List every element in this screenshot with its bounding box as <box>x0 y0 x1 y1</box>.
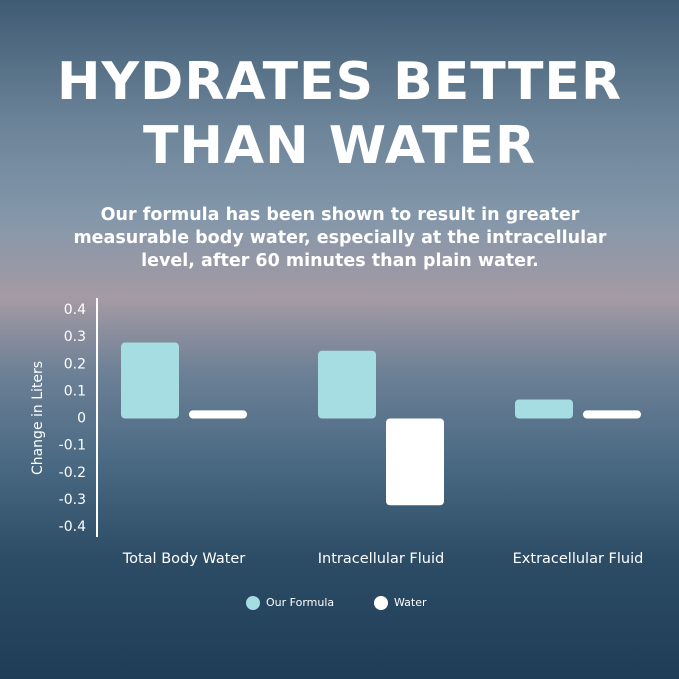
y-tick-label: 0.1 <box>64 383 86 399</box>
bar <box>386 418 444 506</box>
bar <box>189 410 247 419</box>
title: HYDRATES BETTER THAN WATER <box>57 52 622 176</box>
y-tick-label: -0.3 <box>59 492 86 508</box>
y-tick-label: -0.2 <box>59 465 86 481</box>
y-tick-label: 0.3 <box>64 329 86 345</box>
y-tick-label: 0.4 <box>64 302 86 318</box>
y-tick-label: 0.2 <box>64 356 86 372</box>
bar <box>515 399 573 419</box>
legend-marker <box>374 596 388 610</box>
x-tick-label: Intracellular Fluid <box>318 551 444 567</box>
x-tick-label: Total Body Water <box>122 551 246 567</box>
y-axis-label: Change in Liters <box>30 361 46 475</box>
legend-label: Water <box>394 596 427 609</box>
bar <box>318 350 376 419</box>
subtitle: Our formula has been shown to result in … <box>73 205 607 271</box>
bar <box>121 342 179 419</box>
legend-label: Our Formula <box>266 596 334 609</box>
y-tick-label: -0.1 <box>59 438 86 454</box>
x-tick-label: Extracellular Fluid <box>513 551 644 567</box>
legend-marker <box>246 596 260 610</box>
y-tick-label: -0.4 <box>59 519 86 535</box>
bar <box>583 410 641 419</box>
y-tick-label: 0 <box>77 411 86 427</box>
